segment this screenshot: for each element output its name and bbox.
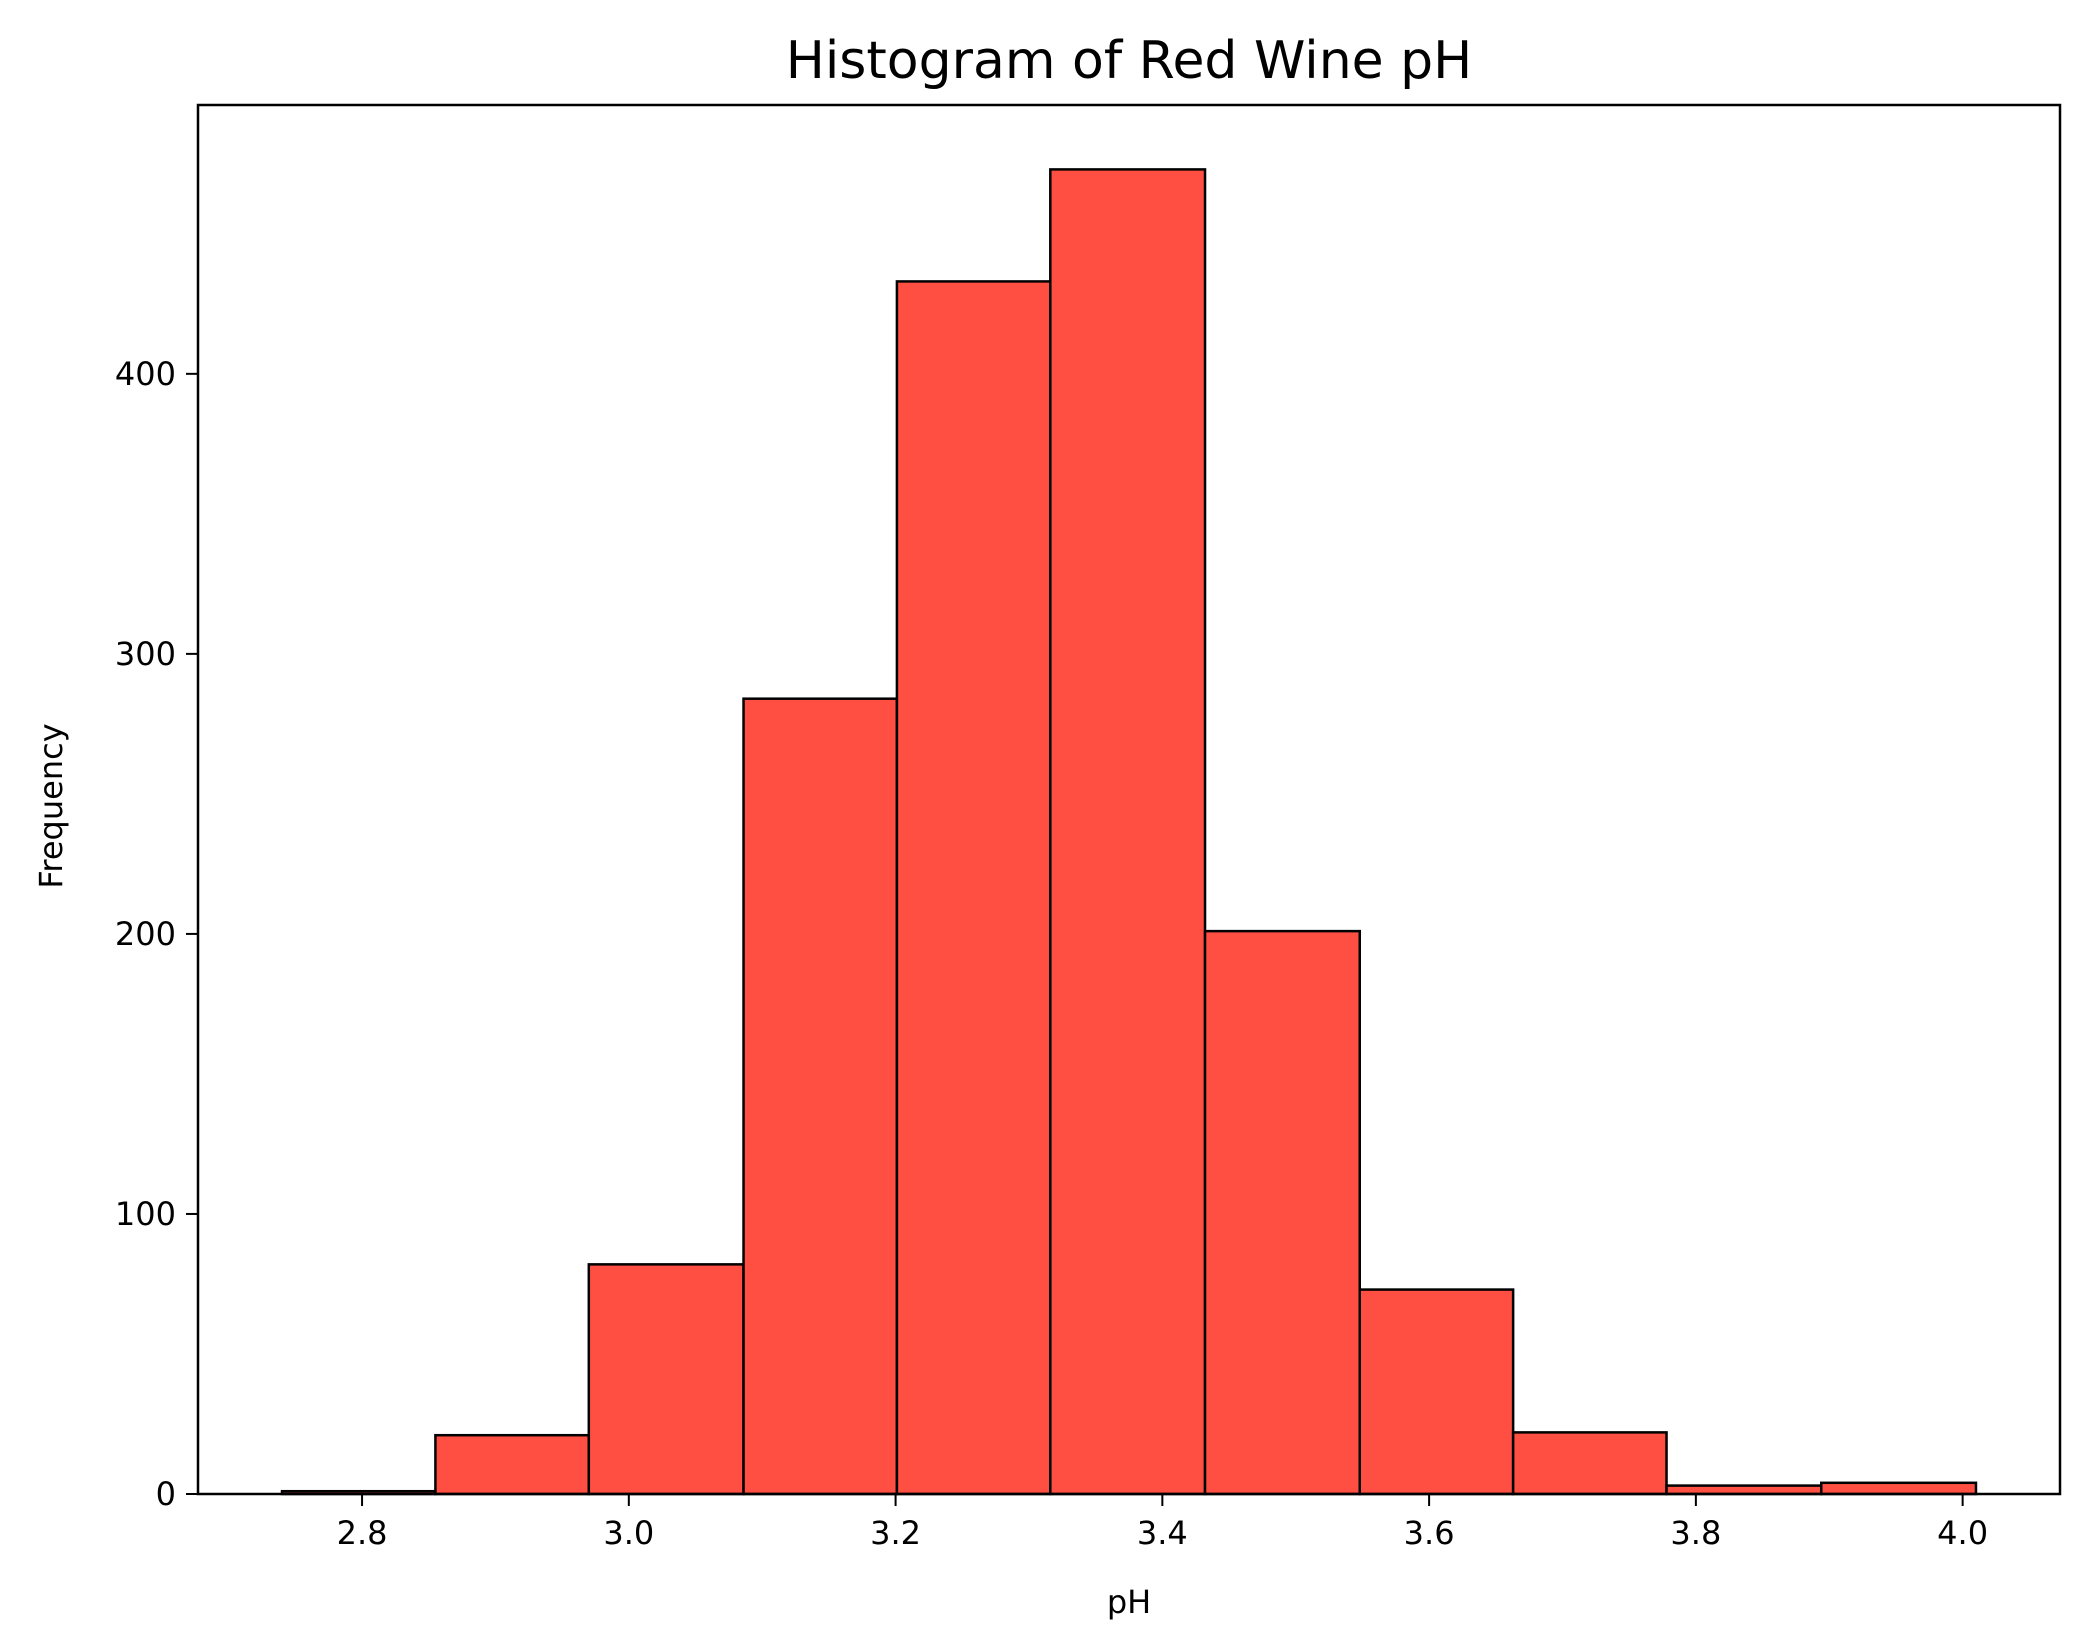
histogram-bar bbox=[1049, 168, 1207, 1496]
x-axis-label: pH bbox=[1107, 1583, 1151, 1621]
y-tick-label: 0 bbox=[156, 1475, 176, 1513]
x-axis-ticks: 2.8 3.0 3.2 3.4 3.6 3.8 4.0 bbox=[337, 1494, 1988, 1552]
histogram-bar bbox=[742, 697, 899, 1496]
x-tick-label: 3.4 bbox=[1137, 1514, 1188, 1552]
y-tick-label: 100 bbox=[115, 1195, 176, 1233]
histogram-bar bbox=[1819, 1481, 1978, 1496]
chart-title: Histogram of Red Wine pH bbox=[786, 31, 1473, 91]
histogram-bar bbox=[587, 1263, 745, 1496]
histogram-bar bbox=[1665, 1484, 1823, 1496]
x-tick-label: 2.8 bbox=[337, 1514, 388, 1552]
bars-group bbox=[280, 168, 1978, 1496]
histogram-bar bbox=[434, 1433, 591, 1496]
y-tick-label: 400 bbox=[115, 355, 176, 393]
histogram-bar bbox=[1511, 1431, 1668, 1496]
y-axis-label: Frequency bbox=[32, 723, 70, 888]
x-tick-label: 3.2 bbox=[870, 1514, 921, 1552]
plot-frame bbox=[196, 103, 2062, 1496]
histogram-bar bbox=[1203, 929, 1361, 1496]
histogram-bar bbox=[895, 280, 1052, 1496]
x-tick-label: 4.0 bbox=[1937, 1514, 1988, 1552]
y-axis-ticks: 0 100 200 300 400 bbox=[115, 355, 198, 1513]
x-tick-label: 3.0 bbox=[603, 1514, 654, 1552]
y-tick-label: 300 bbox=[115, 635, 176, 673]
histogram-bar bbox=[1358, 1288, 1515, 1496]
x-tick-label: 3.8 bbox=[1670, 1514, 1721, 1552]
x-tick-label: 3.6 bbox=[1404, 1514, 1455, 1552]
y-tick-label: 200 bbox=[115, 915, 176, 953]
